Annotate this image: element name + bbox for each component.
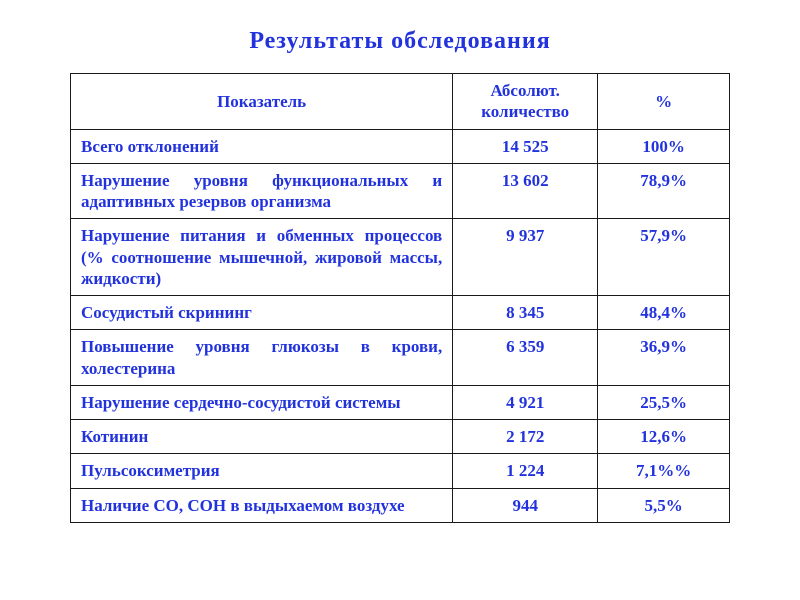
cell-percent: 25,5% bbox=[598, 385, 730, 419]
cell-absolute: 13 602 bbox=[453, 163, 598, 219]
table-row: Котинин 2 172 12,6% bbox=[71, 420, 730, 454]
table-row: Нарушение питания и обменных процессов (… bbox=[71, 219, 730, 296]
cell-indicator: Пульсоксиметрия bbox=[71, 454, 453, 488]
table-body: Всего отклонений 14 525 100% Нарушение у… bbox=[71, 129, 730, 522]
table-header-row: Показатель Абсолют. количество % bbox=[71, 74, 730, 130]
col-header-absolute: Абсолют. количество bbox=[453, 74, 598, 130]
cell-percent: 78,9% bbox=[598, 163, 730, 219]
table-row: Сосудистый скрининг 8 345 48,4% bbox=[71, 296, 730, 330]
cell-absolute: 6 359 bbox=[453, 330, 598, 386]
cell-absolute: 944 bbox=[453, 488, 598, 522]
cell-indicator: Сосудистый скрининг bbox=[71, 296, 453, 330]
cell-indicator: Котинин bbox=[71, 420, 453, 454]
table-row: Нарушение сердечно-сосудистой системы 4 … bbox=[71, 385, 730, 419]
cell-indicator: Нарушение питания и обменных процессов (… bbox=[71, 219, 453, 296]
col-header-indicator: Показатель bbox=[71, 74, 453, 130]
cell-percent: 57,9% bbox=[598, 219, 730, 296]
cell-percent: 100% bbox=[598, 129, 730, 163]
table-row: Всего отклонений 14 525 100% bbox=[71, 129, 730, 163]
results-table: Показатель Абсолют. количество % Всего о… bbox=[70, 73, 730, 523]
cell-percent: 7,1%% bbox=[598, 454, 730, 488]
cell-indicator: Повышение уровня глюкозы в крови, холест… bbox=[71, 330, 453, 386]
cell-absolute: 2 172 bbox=[453, 420, 598, 454]
cell-absolute: 1 224 bbox=[453, 454, 598, 488]
table-row: Пульсоксиметрия 1 224 7,1%% bbox=[71, 454, 730, 488]
cell-indicator: Наличие СО, СОН в выдыхаемом воздухе bbox=[71, 488, 453, 522]
cell-percent: 36,9% bbox=[598, 330, 730, 386]
cell-indicator: Нарушение уровня функциональных и адапти… bbox=[71, 163, 453, 219]
cell-percent: 5,5% bbox=[598, 488, 730, 522]
col-header-percent: % bbox=[598, 74, 730, 130]
cell-absolute: 14 525 bbox=[453, 129, 598, 163]
cell-percent: 48,4% bbox=[598, 296, 730, 330]
page: Результаты обследования Показатель Абсол… bbox=[0, 0, 800, 600]
cell-absolute: 9 937 bbox=[453, 219, 598, 296]
page-title: Результаты обследования bbox=[70, 28, 730, 55]
cell-indicator: Нарушение сердечно-сосудистой системы bbox=[71, 385, 453, 419]
cell-indicator: Всего отклонений bbox=[71, 129, 453, 163]
table-row: Нарушение уровня функциональных и адапти… bbox=[71, 163, 730, 219]
table-row: Повышение уровня глюкозы в крови, холест… bbox=[71, 330, 730, 386]
cell-absolute: 4 921 bbox=[453, 385, 598, 419]
table-row: Наличие СО, СОН в выдыхаемом воздухе 944… bbox=[71, 488, 730, 522]
cell-absolute: 8 345 bbox=[453, 296, 598, 330]
cell-percent: 12,6% bbox=[598, 420, 730, 454]
